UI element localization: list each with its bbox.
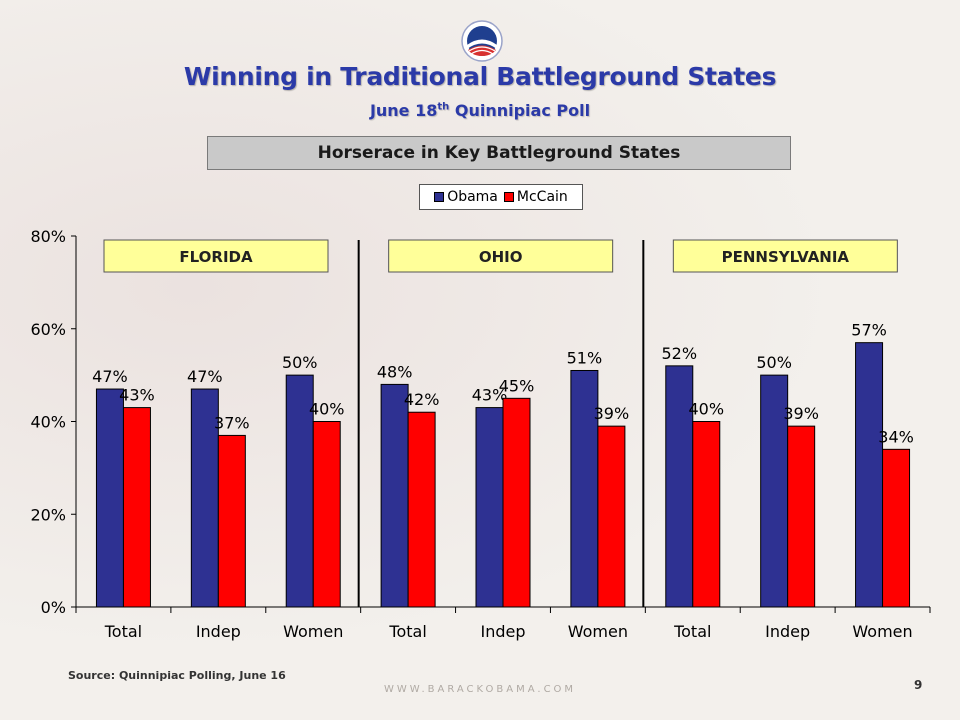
legend-swatch-obama [434,192,445,202]
bar-obama [285,374,314,608]
legend-label-obama: Obama [447,189,498,205]
data-label-mccain: 45% [499,376,535,395]
x-tick-label: Indep [196,622,241,641]
state-label-box [672,239,898,273]
x-tick-label: Total [104,622,142,641]
bar-obama [570,369,599,608]
legend-item-mccain: McCain [503,189,568,205]
data-label-mccain: 43% [119,386,155,405]
data-label-obama: 52% [661,344,697,363]
x-tick-label: Women [852,622,912,641]
legend-swatch-mccain [503,192,514,202]
state-label: FLORIDA [179,248,253,266]
bar-obama [380,383,409,608]
state-label-box [103,239,329,273]
subtitle-poll: Quinnipiac Poll [449,101,591,120]
subtitle-ordinal: th [437,101,450,113]
y-tick-label: 20% [30,505,66,524]
data-label-mccain: 42% [404,390,440,409]
data-label-obama: 43% [472,386,508,405]
chart-legend: Obama McCain [419,184,583,210]
data-label-obama: 48% [377,362,413,381]
data-label-obama: 47% [92,367,128,386]
data-label-mccain: 39% [594,404,630,423]
data-label-mccain: 34% [878,427,914,446]
data-label-obama: 51% [567,348,603,367]
bar-mccain [882,448,911,608]
bar-obama [190,388,219,608]
data-label-mccain: 39% [783,404,819,423]
state-label: OHIO [479,248,523,266]
legend-label-mccain: McCain [516,189,568,205]
slide-subtitle: June 18th Quinnipiac Poll [0,101,960,120]
x-tick-label: Indep [765,622,810,641]
x-tick-label: Indep [480,622,525,641]
bar-mccain [502,397,531,608]
data-label-mccain: 37% [214,413,250,432]
y-tick-label: 40% [30,413,66,432]
x-tick-label: Women [283,622,343,641]
bar-mccain [407,411,436,608]
x-tick-label: Women [568,622,628,641]
legend-item-obama: Obama [434,189,498,205]
state-label: PENNSYLVANIA [722,248,850,266]
x-tick-label: Total [673,622,711,641]
bar-mccain [787,425,816,608]
obama-logo-icon [461,20,503,62]
bar-mccain [122,407,151,608]
bar-obama [475,407,504,608]
bar-obama [665,365,694,608]
source-note: Source: Quinnipiac Polling, June 16 [68,669,286,682]
data-label-mccain: 40% [688,400,724,419]
chart-title: Horserace in Key Battleground States [207,136,791,170]
bar-obama [855,342,884,608]
y-tick-label: 0% [41,598,66,617]
bar-mccain [692,421,721,608]
data-label-obama: 50% [756,353,792,372]
subtitle-date: June 18 [369,101,438,120]
data-label-obama: 47% [187,367,223,386]
y-tick-label: 60% [30,320,66,339]
footer-url: WWW.BARACKOBAMA.COM [383,684,577,695]
data-label-obama: 50% [282,353,318,372]
bar-obama [760,374,789,608]
x-tick-label: Total [388,622,426,641]
data-label-mccain: 40% [309,400,345,419]
bar-mccain [597,425,626,608]
bar-obama [95,388,124,608]
bar-mccain [312,421,341,608]
slide-title: Winning in Traditional Battleground Stat… [183,62,777,91]
data-label-obama: 57% [851,321,887,340]
bar-mccain [217,434,246,608]
y-tick-label: 80% [30,227,66,246]
page-number: 9 [914,678,923,692]
state-label-box [388,239,614,273]
